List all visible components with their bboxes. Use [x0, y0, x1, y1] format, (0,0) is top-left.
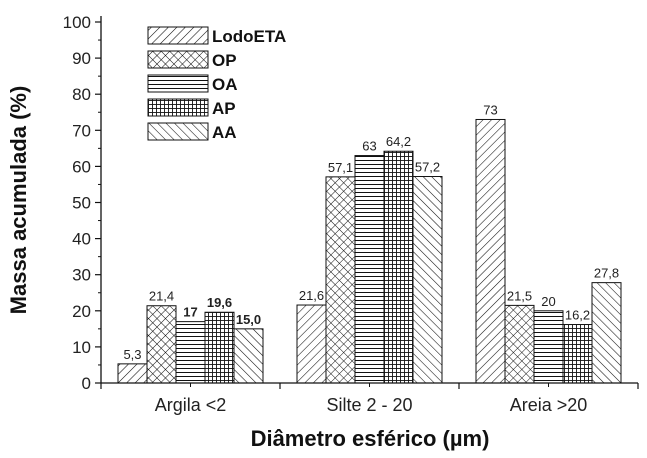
- legend: LodoETA OP OA AP AA: [147, 26, 286, 142]
- value-label: 20: [541, 294, 555, 309]
- value-label: 57,2: [415, 160, 440, 175]
- value-label: 21,6: [299, 288, 324, 303]
- bar-lodoeta-2: [296, 304, 327, 384]
- bar-op-2: [325, 176, 356, 384]
- x-axis-title: Diâmetro esférico (µm): [251, 426, 490, 451]
- y-tick-label: 60: [72, 157, 91, 176]
- legend-label-op: OP: [212, 51, 237, 70]
- bar-aa-3: [591, 282, 622, 384]
- bars-layer: [117, 118, 622, 384]
- value-label: 19,6: [207, 295, 232, 310]
- y-tick-label: 90: [72, 49, 91, 68]
- bar-ap-2: [383, 150, 414, 384]
- value-label: 73: [483, 102, 497, 117]
- x-category-label: Argila <2: [155, 395, 227, 415]
- bar-oa-2: [354, 155, 385, 384]
- bar-op-3: [504, 304, 535, 384]
- legend-swatch-ap: [147, 98, 209, 117]
- value-label: 16,2: [565, 308, 590, 323]
- y-tick-label: 80: [72, 85, 91, 104]
- y-tick-label: 70: [72, 121, 91, 140]
- value-label: 17: [183, 305, 197, 320]
- bar-lodoeta-1: [117, 363, 148, 384]
- bar-oa-1: [175, 321, 206, 384]
- legend-swatch-oa: [147, 74, 209, 93]
- bar-aa-1: [233, 328, 264, 384]
- bar-ap-1: [204, 311, 235, 384]
- value-label: 21,5: [507, 288, 532, 303]
- legend-swatch-lodoeta: [147, 26, 209, 45]
- value-label: 63: [362, 139, 376, 154]
- value-label: 15,0: [236, 312, 261, 327]
- legend-label-aa: AA: [212, 123, 237, 142]
- legend-label-ap: AP: [212, 99, 236, 118]
- legend-swatch-aa: [147, 122, 209, 141]
- y-tick-label: 0: [82, 374, 91, 393]
- value-label: 27,8: [594, 266, 619, 281]
- x-category-label: Silte 2 - 20: [326, 395, 412, 415]
- y-tick-label: 100: [63, 13, 91, 32]
- y-tick-label: 50: [72, 194, 91, 213]
- y-tick-label: 10: [72, 338, 91, 357]
- y-tick-label: 40: [72, 230, 91, 249]
- value-labels-layer: 5,3 21,4 17 19,6 15,0 21,6 57,1 63 64,2 57,2 73 21,…: [123, 102, 619, 361]
- legend-label-lodoeta: LodoETA: [212, 27, 286, 46]
- legend-swatch-op: [147, 50, 209, 69]
- legend-label-oa: OA: [212, 75, 238, 94]
- bar-ap-3: [562, 324, 593, 384]
- value-label: 64,2: [386, 134, 411, 149]
- bar-oa-3: [533, 310, 564, 384]
- y-axis-title: Massa acumulada (%): [6, 86, 31, 315]
- bar-op-1: [146, 305, 177, 384]
- bar-lodoeta-3: [475, 118, 506, 384]
- value-label: 5,3: [123, 347, 141, 362]
- value-label: 21,4: [149, 289, 174, 304]
- bar-aa-2: [412, 176, 443, 384]
- axes-layer: 0 10 20 30 40 50 60 70 80 90 100 Argila <2 Silte 2 -…: [63, 13, 639, 415]
- value-label: 57,1: [328, 160, 353, 175]
- y-tick-label: 20: [72, 302, 91, 321]
- y-tick-label: 30: [72, 266, 91, 285]
- x-category-label: Areia >20: [510, 395, 588, 415]
